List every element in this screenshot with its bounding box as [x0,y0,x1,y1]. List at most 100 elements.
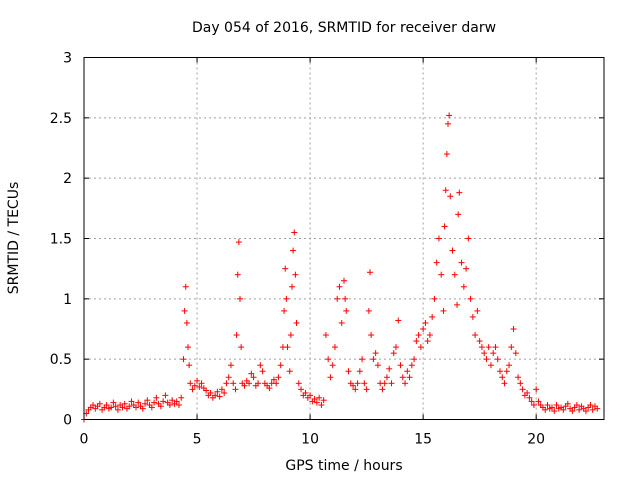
data-point [535,398,542,405]
data-point [440,307,447,314]
data-point [506,362,513,369]
data-point [508,344,515,351]
data-point [501,380,508,387]
data-point [492,344,499,351]
data-point [352,386,359,393]
data-point [275,374,282,381]
data-point [549,404,555,411]
data-point [331,344,338,351]
data-point [160,398,167,405]
data-point [313,399,320,406]
data-point [512,350,519,357]
data-point [90,402,97,409]
data-point [259,368,266,375]
data-point [182,283,189,290]
data-point [223,380,230,387]
axis-ticks: 0 5 10 15 20 0 0.5 1 1.5 2 2.5 3 [50,51,604,448]
data-point [153,394,160,401]
data-point [413,338,420,345]
data-point [422,319,429,326]
data-point [544,402,551,409]
data-point [320,397,327,404]
data-point [284,344,291,351]
data-point [194,377,201,384]
data-point [342,295,349,302]
data-point [198,380,205,387]
data-point [528,398,535,405]
data-point [388,380,395,387]
data-point [196,383,203,390]
data-point [257,362,264,369]
data-point [128,398,135,405]
data-point [114,406,121,413]
data-point [322,332,329,339]
data-point [487,362,494,369]
data-point [417,344,424,351]
data-point [207,389,214,396]
data-point [533,386,540,393]
data-point [365,307,372,314]
data-point [166,402,173,409]
data-point [472,332,479,339]
data-point [311,395,318,402]
y-tick-label: 2.5 [50,111,72,127]
data-point [510,326,517,332]
data-point [451,271,458,278]
data-point [186,362,193,369]
data-point [542,406,549,413]
data-points [81,112,601,423]
data-point [530,402,537,409]
data-point [237,295,243,302]
data-point [499,374,506,381]
data-point [162,392,169,399]
data-point [148,404,155,411]
data-point [307,392,314,399]
x-tick-label: 15 [414,432,432,448]
data-point [397,362,404,369]
data-point [399,374,406,381]
data-point [108,404,115,411]
data-point [465,235,472,242]
data-point [463,265,470,272]
data-point [96,400,103,407]
data-point [445,120,451,127]
data-point [481,350,488,357]
data-point [361,380,368,387]
data-point [517,380,524,387]
data-point [474,307,481,314]
data-point [359,356,366,363]
data-point [103,402,110,409]
y-tick-label: 0 [63,413,72,429]
data-point [411,356,418,363]
data-point [180,356,187,363]
data-point [446,112,453,119]
data-point [277,362,284,369]
data-point [183,319,190,326]
data-point [515,374,522,381]
data-point [212,392,219,399]
data-point [374,362,381,369]
data-point [408,362,415,369]
data-point [424,338,431,345]
data-point [214,388,221,395]
data-point [287,332,294,339]
data-point [283,295,290,302]
data-point [368,332,375,339]
data-point [191,382,198,389]
data-point [298,386,305,393]
data-point [295,380,302,387]
data-point [587,402,594,409]
data-point [255,380,262,387]
data-point [395,317,402,324]
data-point [135,399,142,406]
data-point [316,394,323,401]
data-point [381,380,388,387]
data-point [338,319,345,326]
data-point [490,350,497,357]
data-point [589,406,596,413]
data-point [429,313,436,320]
data-point [293,319,300,326]
data-point [203,387,210,394]
data-point [497,368,503,375]
